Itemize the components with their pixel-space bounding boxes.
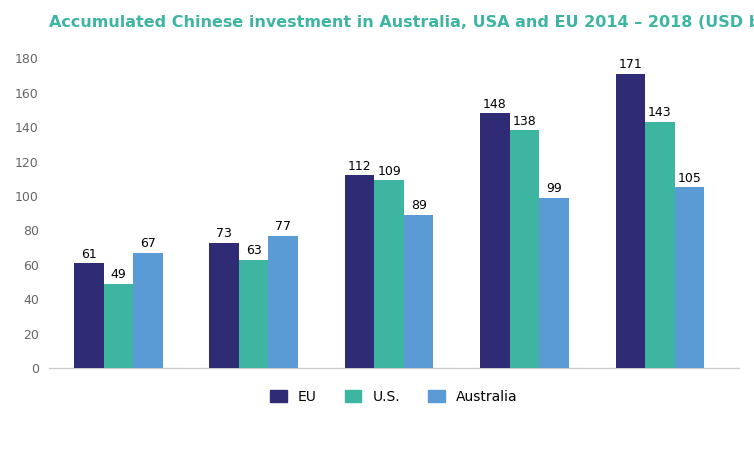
Text: 61: 61 — [81, 248, 97, 261]
Text: 67: 67 — [139, 237, 156, 250]
Bar — [210, 243, 239, 368]
Bar — [616, 74, 645, 368]
Legend: EU, U.S., Australia: EU, U.S., Australia — [263, 382, 524, 410]
Bar — [345, 175, 374, 368]
Bar — [645, 122, 675, 368]
Bar — [510, 130, 539, 368]
Bar — [74, 263, 103, 368]
Text: 77: 77 — [275, 220, 291, 233]
Text: 105: 105 — [677, 172, 701, 185]
Text: 63: 63 — [246, 244, 262, 257]
Text: 99: 99 — [546, 182, 562, 195]
Text: Accumulated Chinese investment in Australia, USA and EU 2014 – 2018 (USD billion: Accumulated Chinese investment in Austra… — [48, 15, 754, 30]
Bar — [268, 235, 298, 368]
Bar — [374, 180, 404, 368]
Text: 143: 143 — [648, 106, 672, 120]
Bar — [539, 198, 569, 368]
Text: 49: 49 — [110, 268, 126, 281]
Text: 138: 138 — [513, 115, 536, 128]
Text: 112: 112 — [348, 160, 372, 173]
Text: 73: 73 — [216, 227, 232, 240]
Text: 148: 148 — [483, 98, 507, 110]
Bar — [133, 253, 163, 368]
Text: 171: 171 — [618, 58, 642, 71]
Bar — [404, 215, 434, 368]
Bar — [103, 284, 133, 368]
Bar — [480, 113, 510, 368]
Text: 89: 89 — [411, 199, 427, 212]
Text: 109: 109 — [377, 165, 401, 178]
Bar — [239, 260, 268, 368]
Bar — [675, 187, 704, 368]
